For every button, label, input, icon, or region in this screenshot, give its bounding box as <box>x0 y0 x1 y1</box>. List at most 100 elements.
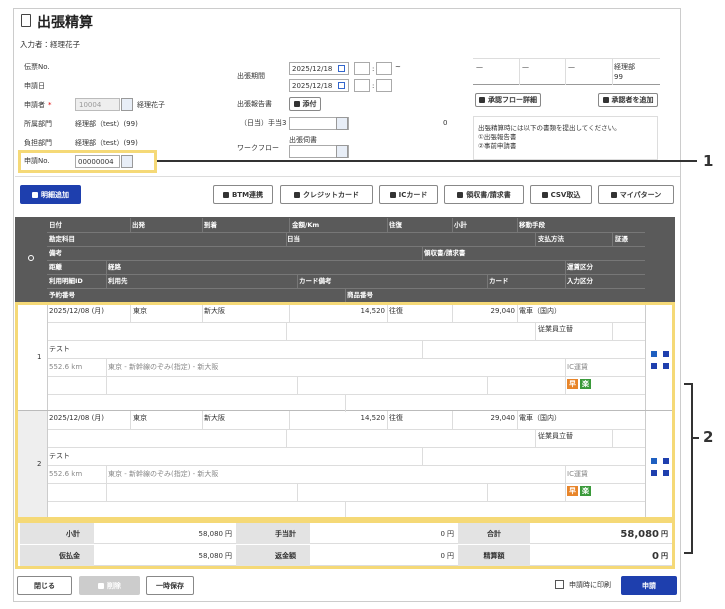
time-separator: : <box>372 64 375 73</box>
cell-divider <box>535 429 536 447</box>
summary-label-cell <box>458 545 530 566</box>
flow-detail-button[interactable]: 承認フロー詳細 <box>475 93 541 107</box>
button-label: 一時保存 <box>156 581 184 590</box>
row-action-icon[interactable] <box>651 458 657 464</box>
toolbar-button[interactable]: CSV取込 <box>530 185 592 204</box>
callout-label: 1 <box>703 152 714 170</box>
button-label: 領収書/請求書 <box>466 190 511 199</box>
button-label: ICカード <box>398 190 428 199</box>
input <box>75 155 120 168</box>
button-label: CSV取込 <box>550 190 581 199</box>
page-title: 出張精算 <box>37 14 93 31</box>
column-header: 勘定科目 <box>49 234 75 243</box>
print-checkbox[interactable] <box>555 580 564 589</box>
cell-divider <box>345 394 346 412</box>
summary-value: 0 <box>652 550 659 562</box>
summary-value-cell <box>530 523 672 544</box>
row-action-icon[interactable] <box>651 351 657 357</box>
callout-label: 2 <box>703 428 714 446</box>
header-divider <box>286 232 287 246</box>
save-button[interactable]: 一時保存 <box>146 576 194 595</box>
cell-line <box>47 465 645 466</box>
note-line: ②事前申請書 <box>478 141 517 150</box>
column-header: 利用明細ID <box>49 276 83 285</box>
header-divider <box>535 232 536 246</box>
summary-value-cell <box>94 523 236 544</box>
column-header: 入力区分 <box>567 276 593 285</box>
row-bg-left <box>15 411 47 517</box>
cell-line <box>47 376 645 377</box>
header-divider <box>612 232 613 246</box>
cell-fare-type: IC運賃 <box>567 362 588 371</box>
cell-divider <box>286 429 287 447</box>
date-value: 2025/12/18 <box>292 81 333 90</box>
column-header: 予約番号 <box>49 290 75 299</box>
toolbar-button[interactable]: ICカード <box>379 185 438 204</box>
row-action-icon[interactable] <box>663 351 669 357</box>
input <box>289 117 349 130</box>
cell-trip: 往復 <box>389 413 403 422</box>
header-divider <box>297 274 298 288</box>
add-detail-button[interactable]: 明細追加 <box>20 185 81 204</box>
toolbar-button[interactable]: クレジットカード <box>280 185 373 204</box>
cell-divider <box>289 304 290 322</box>
callout-bracket <box>684 383 693 554</box>
column-header: 小計 <box>454 220 467 229</box>
toolbar-button[interactable]: マイパターン <box>598 185 674 204</box>
summary-value: 0 <box>440 529 445 538</box>
cell-line <box>47 447 645 448</box>
header-divider <box>565 260 566 274</box>
attach-button[interactable]: 添付 <box>289 97 321 111</box>
field-value: 経理部（test）(99) <box>75 138 138 147</box>
column-header: 出発 <box>132 220 145 229</box>
button-icon <box>610 191 617 198</box>
cell-date: 2025/12/08 (月) <box>49 306 105 315</box>
cell-date: 2025/12/08 (月) <box>49 413 105 422</box>
header-divider <box>487 274 488 288</box>
button-label: 申請 <box>642 581 656 590</box>
cell-route: 東京 - 新幹線のぞみ(指定) - 新大阪 <box>108 469 219 478</box>
sort-icon <box>28 255 34 261</box>
column-header: 日付 <box>49 220 62 229</box>
add-approver-button[interactable]: 承認者を追加 <box>598 93 658 107</box>
row-action-icon[interactable] <box>651 363 657 369</box>
header-divider <box>387 218 388 232</box>
cell-divider <box>130 304 131 322</box>
row-action-icon[interactable] <box>651 470 657 476</box>
cell-divider <box>565 483 566 501</box>
toolbar-button[interactable]: 領収書/請求書 <box>444 185 524 204</box>
summary-value: 58,080 <box>198 529 224 538</box>
callout-line <box>693 437 699 439</box>
field-value: 経理花子 <box>137 100 165 109</box>
button-icon <box>294 191 300 198</box>
row-action-icon[interactable] <box>663 470 669 476</box>
summary-label-cell <box>236 523 310 544</box>
field-label: 申請日 <box>24 81 45 90</box>
search-button <box>336 117 348 130</box>
header-divider <box>345 288 346 302</box>
button-label: 閉じる <box>34 581 55 590</box>
summary-label: 精算額 <box>483 551 505 560</box>
toolbar-button[interactable]: BTM連携 <box>213 185 273 204</box>
badge: 楽 <box>580 485 591 496</box>
input <box>75 98 120 111</box>
close-button[interactable]: 閉じる <box>17 576 72 595</box>
cell-divider <box>535 322 536 340</box>
row-action-icon[interactable] <box>663 363 669 369</box>
cell-divider <box>422 447 423 465</box>
cell-divider <box>452 304 453 322</box>
delete-button[interactable]: 削除 <box>79 576 140 595</box>
summary-value-cell <box>310 545 458 566</box>
row-divider <box>47 411 48 517</box>
entered-by: 入力者：経理花子 <box>20 39 80 49</box>
header-divider <box>106 260 107 274</box>
cell-divider <box>297 483 298 501</box>
row-action-icon[interactable] <box>663 458 669 464</box>
workflow-name: 出張伺書 <box>289 135 317 144</box>
cell-divider <box>387 411 388 429</box>
cell-divider <box>487 376 488 394</box>
time-separator: : <box>372 81 375 90</box>
cell-memo: テスト <box>49 344 70 353</box>
submit-button[interactable]: 申請 <box>621 576 677 595</box>
